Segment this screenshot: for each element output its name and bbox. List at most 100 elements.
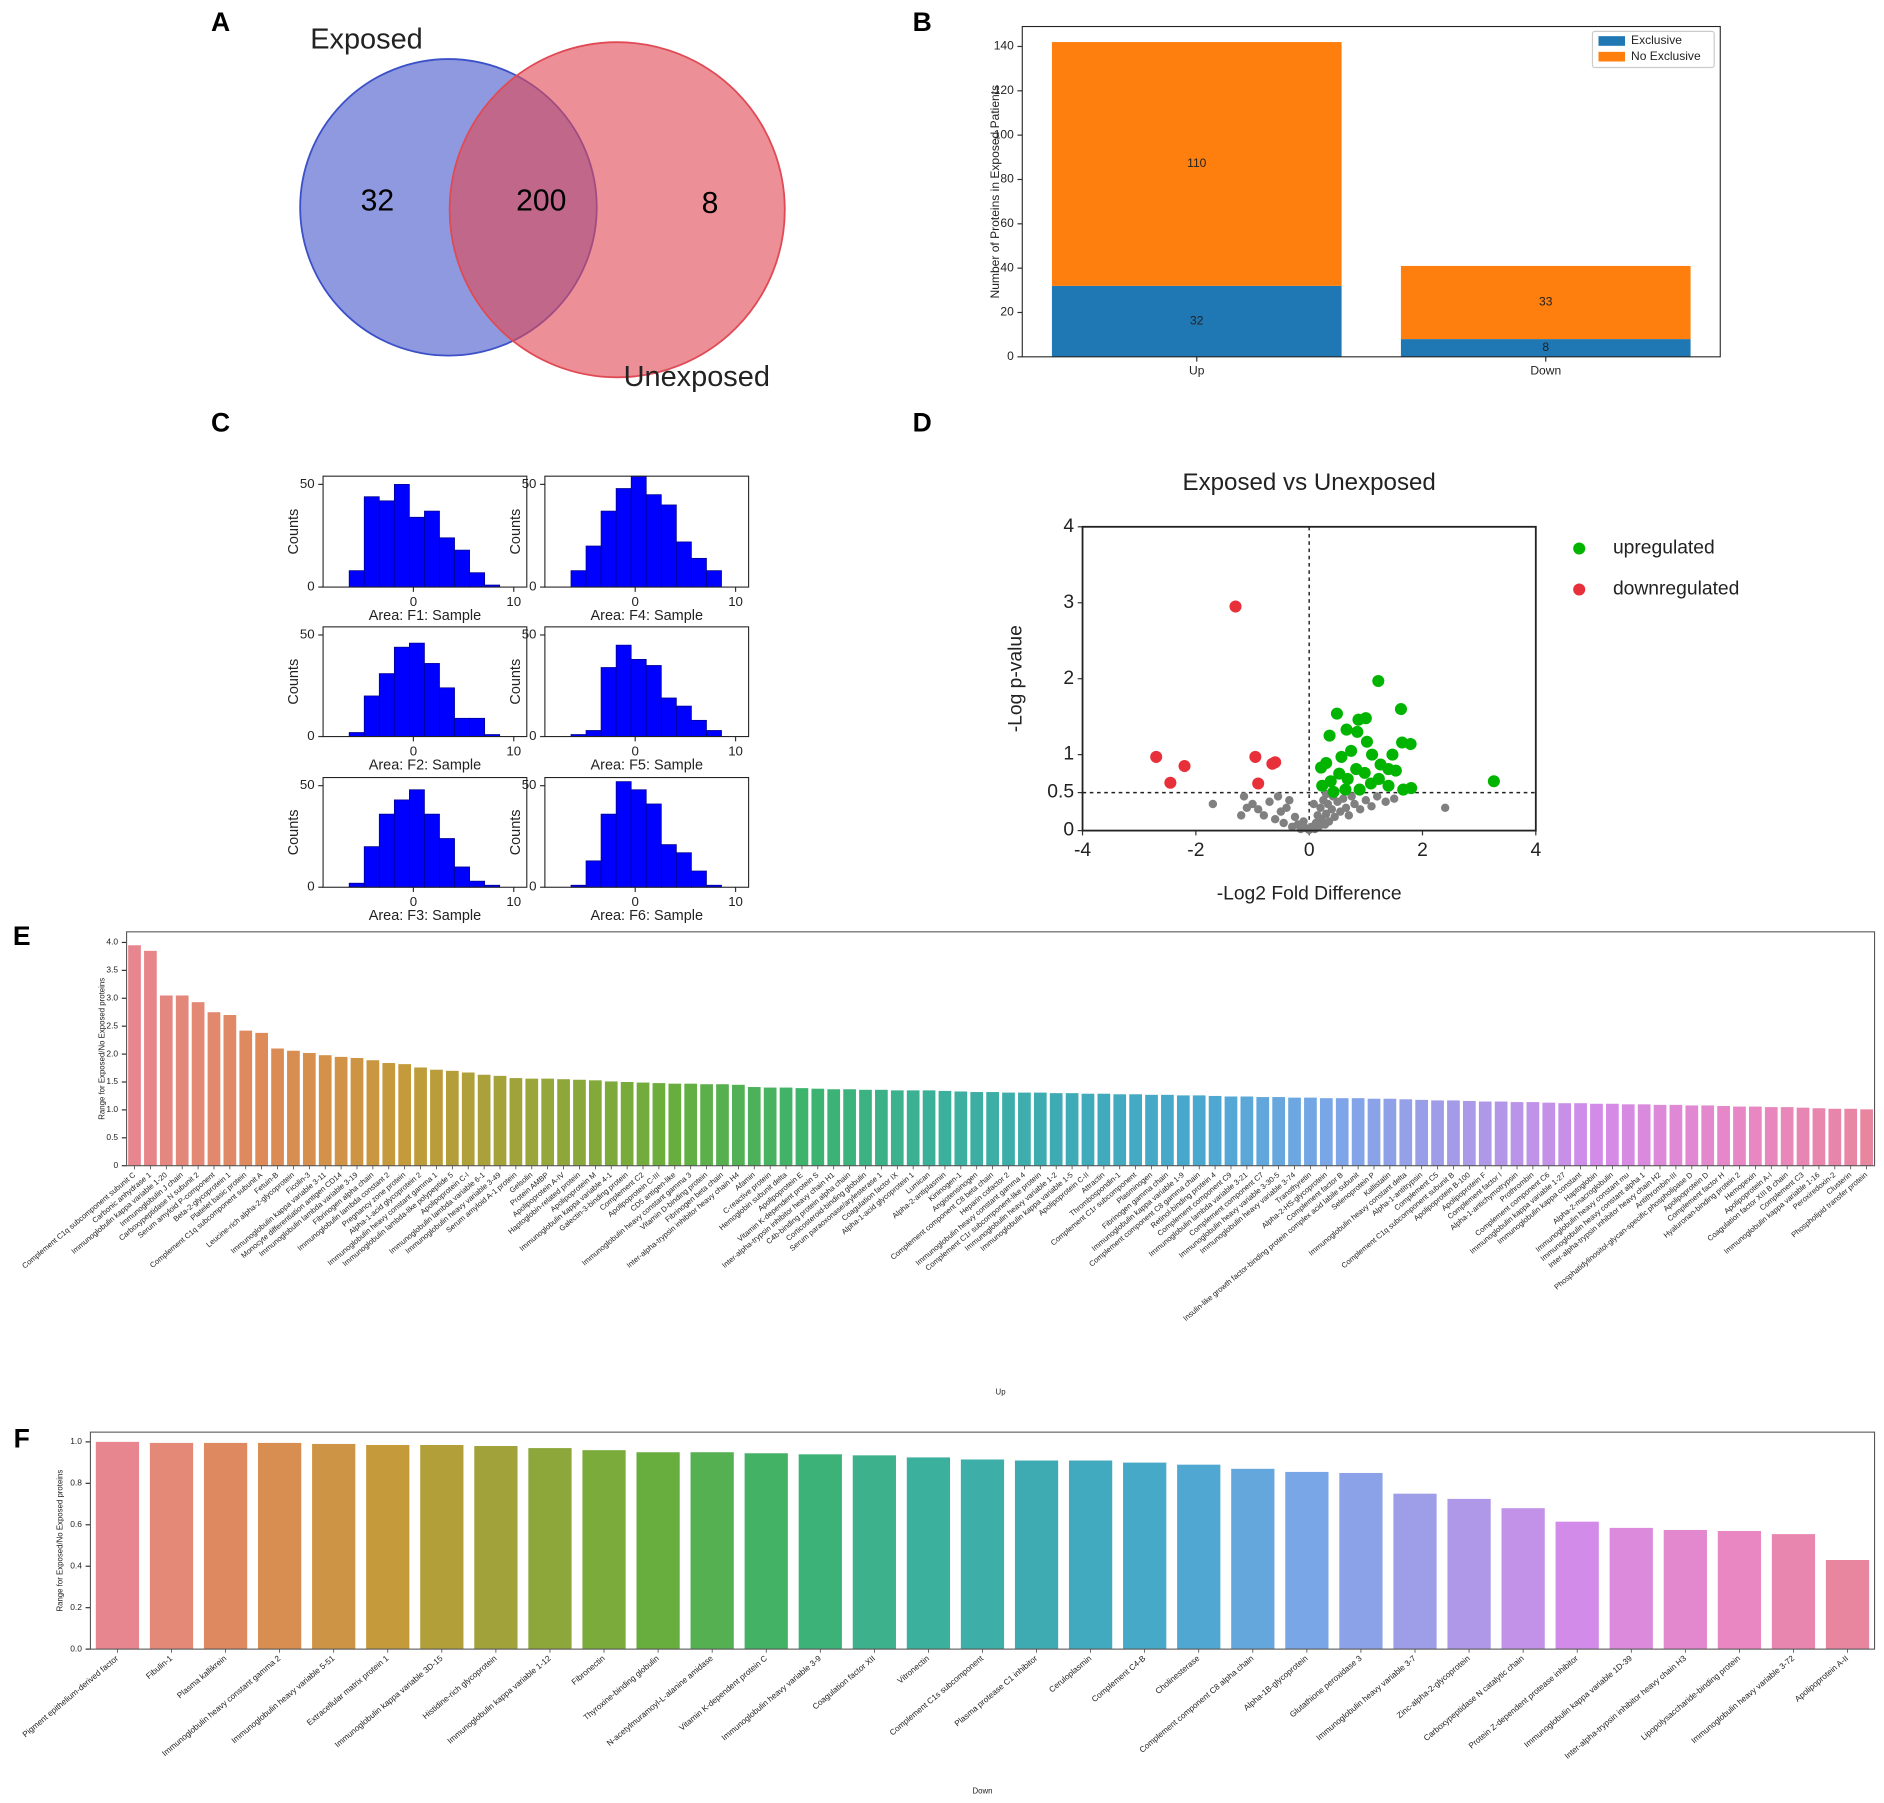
y-tick-label: 0.6 — [70, 1519, 82, 1529]
bar — [445, 1070, 459, 1166]
x-tick-label: Vitronectin — [896, 1654, 932, 1686]
bar — [350, 1057, 364, 1166]
bar — [430, 1069, 443, 1166]
histogram-bar — [363, 846, 380, 888]
histogram-bar — [660, 504, 677, 588]
bar — [1609, 1527, 1653, 1650]
x-tick-label: Apolipoprotein A-II — [1793, 1654, 1850, 1704]
y-axis-label: Counts — [286, 659, 302, 705]
x-tick-label: Plasma kallikrein — [175, 1654, 228, 1701]
data-point — [1345, 744, 1358, 757]
x-tick-label: Immunoglobulin heavy variable 3-9 — [720, 1654, 823, 1743]
legend-swatch — [1598, 51, 1626, 62]
histogram-bar — [630, 789, 647, 888]
bar — [684, 1083, 698, 1166]
x-tick-label: 0 — [410, 594, 417, 609]
data-point — [1252, 777, 1265, 790]
data-point — [1266, 757, 1279, 770]
bar — [1177, 1464, 1221, 1650]
x-tick-label: Immunoglobulin kappa variable 3D-15 — [333, 1654, 445, 1750]
data-point — [1309, 799, 1318, 809]
data-point — [1440, 803, 1450, 813]
bar — [525, 1078, 539, 1166]
plot-frame — [1081, 525, 1537, 832]
plot-frame — [322, 777, 528, 888]
bar — [95, 1441, 140, 1650]
bar — [1014, 1460, 1059, 1650]
bar — [1319, 1098, 1333, 1166]
histogram-bar — [600, 667, 617, 737]
x-tick-label: Carboxypeptidase N catalytic chain — [1422, 1654, 1526, 1743]
histogram-bar — [424, 510, 440, 588]
bar — [852, 1455, 896, 1650]
data-point — [1259, 811, 1269, 820]
y-tick-label: 0 — [307, 879, 314, 894]
histogram-bar — [454, 866, 470, 888]
histogram-bar — [600, 510, 617, 588]
bar — [477, 1074, 491, 1166]
bar — [954, 1091, 968, 1166]
y-tick-label: 100 — [994, 127, 1014, 141]
panel-letter: B — [913, 7, 932, 37]
legend-label: No Exclusive — [1631, 49, 1701, 63]
bar — [191, 1002, 205, 1166]
y-tick-label: 0 — [529, 879, 536, 894]
histogram-bar — [675, 852, 692, 888]
x-tick-label: 0 — [632, 894, 639, 909]
bar — [414, 1067, 427, 1166]
bar — [366, 1444, 410, 1650]
bar — [938, 1090, 952, 1166]
histogram-bar — [585, 545, 602, 588]
panel-letter: C — [211, 407, 230, 437]
x-tick-label: Immunoglobulin heavy variable 3-72 — [1690, 1654, 1797, 1746]
bar — [1335, 1098, 1349, 1166]
plot-frame — [322, 626, 528, 738]
x-tick-label: -2 — [1187, 840, 1204, 861]
y-tick-label: 2 — [1063, 668, 1074, 689]
bar — [1081, 1093, 1095, 1166]
bar — [318, 1055, 332, 1166]
bar — [1383, 1098, 1397, 1166]
histogram-bar — [660, 844, 677, 888]
y-axis-label: Counts — [286, 509, 302, 555]
y-tick-label: 4.0 — [106, 937, 118, 947]
bar-segment — [1400, 265, 1691, 340]
x-tick-label: 10 — [506, 594, 521, 609]
data-point — [1405, 782, 1418, 795]
histogram-bar — [348, 570, 365, 588]
y-tick-label: 3 — [1063, 592, 1074, 613]
x-tick-label: Complement C1s subcomponent — [888, 1653, 986, 1737]
bar — [1780, 1107, 1794, 1166]
bar — [255, 1032, 269, 1166]
x-tick-label: 10 — [728, 594, 743, 609]
y-axis-label: Number of Proteins in Exposed Patients — [988, 85, 1002, 299]
plot-frame — [544, 626, 750, 738]
bar — [1749, 1106, 1762, 1166]
bar — [1669, 1104, 1683, 1166]
histogram-bar — [706, 570, 722, 588]
data-point — [1372, 792, 1382, 801]
bar — [1812, 1108, 1826, 1166]
histogram-bar — [378, 500, 395, 588]
data-point — [1248, 799, 1257, 809]
y-tick-label: 0 — [529, 579, 536, 594]
histogram-bar — [469, 717, 486, 737]
data-point — [1150, 750, 1163, 763]
x-tick-label: 10 — [506, 894, 521, 909]
bar — [366, 1060, 380, 1166]
data-point — [1366, 748, 1379, 761]
data-point — [1358, 766, 1371, 779]
x-tick-label: Protein Z-dependent protease inhibitor — [1467, 1654, 1580, 1751]
data-point — [1323, 729, 1336, 742]
bar — [461, 1072, 475, 1166]
data-point — [1236, 811, 1246, 820]
venn-count: 200 — [516, 184, 566, 217]
data-point — [1265, 797, 1274, 806]
y-tick-label: 20 — [1000, 305, 1014, 319]
y-axis-label: Counts — [508, 659, 524, 705]
x-tick-label: Vitamin K-dependent protein C — [677, 1654, 769, 1733]
data-point — [1282, 803, 1291, 813]
data-point — [1404, 737, 1417, 751]
